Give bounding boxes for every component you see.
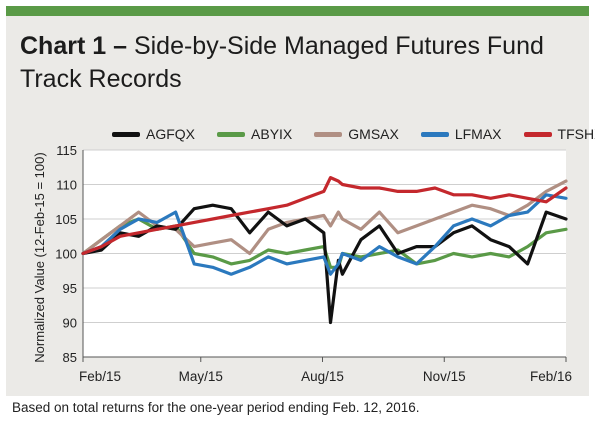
x-tick-label: Feb/16 xyxy=(530,369,572,384)
y-tick-label: 105 xyxy=(55,212,77,227)
y-tick-label: 115 xyxy=(56,143,77,158)
y-tick-label: 100 xyxy=(55,247,77,262)
legend-swatch xyxy=(217,131,246,137)
legend-item-abyix: ABYIX xyxy=(217,126,292,142)
legend-item-gmsax: GMSAX xyxy=(314,126,399,142)
legend: AGFQX ABYIX GMSAX LFMAX TFSHX xyxy=(112,123,595,145)
legend-swatch xyxy=(523,131,552,137)
x-tick-label: Feb/15 xyxy=(79,369,121,384)
y-tick-label: 90 xyxy=(63,316,77,331)
legend-swatch xyxy=(420,131,449,137)
legend-label: LFMAX xyxy=(454,126,502,142)
y-tick-label: 110 xyxy=(56,178,77,193)
chart-title-rest: Side-by-Side Managed Futures Fund Track … xyxy=(20,32,544,93)
legend-item-tfshx: TFSHX xyxy=(523,126,595,142)
y-tick-label: 85 xyxy=(63,350,77,365)
x-tick-label: Aug/15 xyxy=(301,369,344,384)
chart-title: Chart 1 – Side-by-Side Managed Futures F… xyxy=(20,30,580,96)
series-line-lfmax xyxy=(81,193,568,276)
x-tick-label: May/15 xyxy=(179,369,223,384)
legend-swatch xyxy=(314,131,343,137)
chart-footnote: Based on total returns for the one-year … xyxy=(12,400,420,415)
chart-title-lead: Chart 1 – xyxy=(20,32,127,60)
legend-label: TFSHX xyxy=(557,126,595,142)
y-tick-label: 95 xyxy=(63,281,77,296)
x-tick-label: Nov/15 xyxy=(423,369,466,384)
y-axis-title: Normalized Value (12-Feb-15 = 100) xyxy=(32,152,47,362)
legend-label: AGFQX xyxy=(146,126,196,142)
legend-swatch xyxy=(112,131,140,137)
legend-item-lfmax: LFMAX xyxy=(420,126,502,142)
legend-item-agfqx: AGFQX xyxy=(112,126,195,142)
series-line-tfshx xyxy=(81,176,568,256)
top-accent-bar xyxy=(6,6,589,16)
legend-label: GMSAX xyxy=(348,126,399,142)
legend-label: ABYIX xyxy=(251,126,293,142)
